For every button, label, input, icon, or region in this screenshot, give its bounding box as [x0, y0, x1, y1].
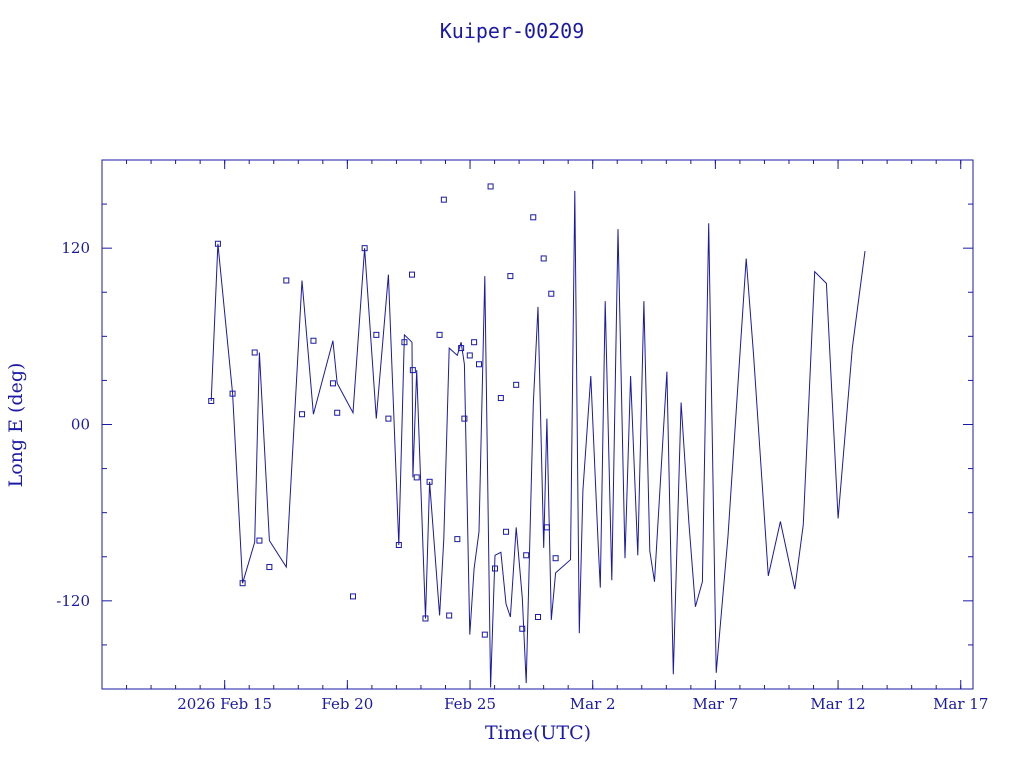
data-point — [409, 367, 416, 374]
data-point — [329, 380, 336, 387]
data-point — [503, 528, 510, 535]
data-point — [299, 411, 306, 418]
x-tick-label: Feb 20 — [321, 695, 373, 713]
chart-title: Kuiper-00209 — [440, 19, 585, 43]
data-point — [239, 580, 246, 587]
data-point — [466, 352, 473, 359]
data-point — [497, 395, 504, 402]
data-point — [413, 474, 420, 481]
data-point — [426, 478, 433, 485]
data-point — [540, 255, 547, 262]
data-point — [487, 183, 494, 190]
data-point — [401, 339, 408, 346]
x-tick-label: Feb 25 — [444, 695, 496, 713]
data-point — [446, 612, 453, 619]
x-tick-label: 2026 Feb 15 — [177, 695, 272, 713]
data-point — [334, 409, 341, 416]
data-point — [214, 240, 221, 247]
data-point — [361, 245, 368, 252]
data-point — [552, 555, 559, 562]
x-tick-label: Mar 17 — [933, 695, 988, 713]
data-point — [543, 524, 550, 531]
data-point — [513, 381, 520, 388]
data-point — [310, 337, 317, 344]
data-point — [208, 397, 215, 404]
data-point — [492, 565, 499, 572]
data-point — [409, 271, 416, 278]
data-point — [507, 273, 514, 280]
data-point — [229, 390, 236, 397]
data-point — [471, 339, 478, 346]
y-axis-label: Long E (deg) — [5, 363, 27, 488]
x-tick-label: Mar 7 — [692, 695, 738, 713]
data-point — [458, 345, 465, 352]
data-point — [373, 331, 380, 338]
data-point — [395, 541, 402, 548]
data-point — [454, 536, 461, 543]
data-point — [519, 625, 526, 632]
x-axis-label: Time(UTC) — [485, 722, 591, 744]
data-point — [350, 593, 357, 600]
data-point — [436, 331, 443, 338]
data-point — [548, 290, 555, 297]
y-tick-label: 120 — [61, 239, 90, 257]
data-point — [422, 615, 429, 622]
axis-ticks — [102, 160, 973, 689]
data-point — [251, 349, 258, 356]
data-point — [266, 564, 273, 571]
x-tick-label: Mar 2 — [570, 695, 616, 713]
y-tick-label: -120 — [56, 592, 90, 610]
data-point — [481, 631, 488, 638]
data-point — [440, 196, 447, 203]
data-point — [256, 537, 263, 544]
tick-labels: 2026 Feb 15 Feb 20 Feb 25 Mar 2 Mar 7 Mar 12 M… — [56, 239, 988, 713]
data-point — [283, 277, 290, 284]
y-tick-label: 00 — [71, 416, 90, 434]
series-group — [208, 183, 866, 688]
data-point — [535, 613, 542, 620]
plot-frame — [101, 159, 974, 690]
data-point — [523, 552, 530, 559]
data-point — [461, 415, 468, 422]
data-point — [385, 415, 392, 422]
data-point — [530, 214, 537, 221]
data-point — [476, 361, 483, 368]
series-line — [210, 190, 866, 688]
x-tick-label: Mar 12 — [810, 695, 865, 713]
